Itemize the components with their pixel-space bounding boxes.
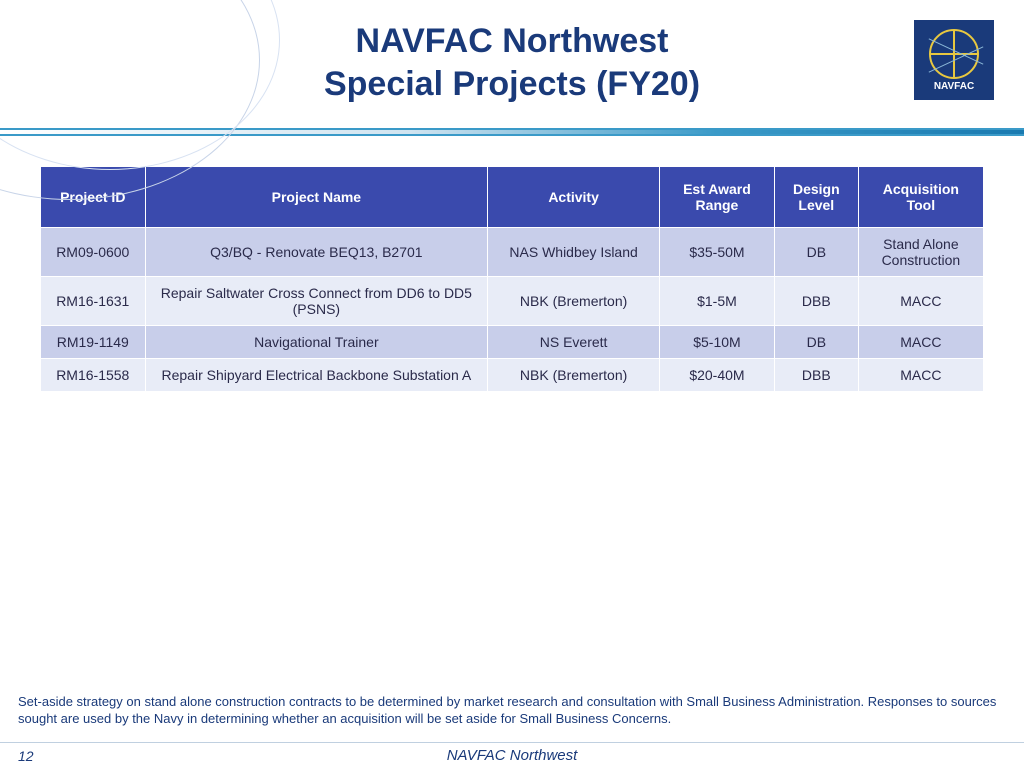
col-design-level: Design Level: [775, 167, 858, 227]
table-row: RM16-1631 Repair Saltwater Cross Connect…: [41, 277, 983, 325]
col-activity: Activity: [488, 167, 659, 227]
cell-project-name: Repair Shipyard Electrical Backbone Subs…: [146, 359, 488, 391]
col-est-award-range: Est Award Range: [660, 167, 774, 227]
page-number: 12: [18, 748, 34, 764]
table-row: RM19-1149 Navigational Trainer NS Everet…: [41, 326, 983, 358]
cell-tool: MACC: [859, 326, 983, 358]
slide-footer: 12 NAVFAC Northwest: [0, 742, 1024, 768]
table-header: Project ID Project Name Activity Est Awa…: [41, 167, 983, 227]
globe-icon: [929, 29, 979, 79]
cell-activity: NS Everett: [488, 326, 659, 358]
title-line-2: Special Projects (FY20): [324, 65, 700, 103]
title-line-1: NAVFAC Northwest: [356, 22, 669, 60]
cell-project-id: RM09-0600: [41, 228, 145, 276]
cell-tool: MACC: [859, 359, 983, 391]
cell-project-name: Navigational Trainer: [146, 326, 488, 358]
cell-tool: Stand Alone Construction: [859, 228, 983, 276]
cell-tool: MACC: [859, 277, 983, 325]
cell-project-id: RM16-1558: [41, 359, 145, 391]
logo-label: NAVFAC: [934, 81, 974, 92]
cell-design: DBB: [775, 359, 858, 391]
cell-design: DBB: [775, 277, 858, 325]
projects-table: Project ID Project Name Activity Est Awa…: [40, 166, 984, 392]
cell-project-id: RM16-1631: [41, 277, 145, 325]
cell-activity: NBK (Bremerton): [488, 359, 659, 391]
navfac-logo: NAVFAC: [914, 20, 994, 100]
cell-project-name: Repair Saltwater Cross Connect from DD6 …: [146, 277, 488, 325]
cell-design: DB: [775, 228, 858, 276]
disclaimer-text: Set-aside strategy on stand alone constr…: [18, 693, 1006, 728]
cell-range: $5-10M: [660, 326, 774, 358]
col-project-name: Project Name: [146, 167, 488, 227]
slide-title: NAVFAC Northwest Special Projects (FY20): [30, 20, 994, 105]
table-row: RM09-0600 Q3/BQ - Renovate BEQ13, B2701 …: [41, 228, 983, 276]
cell-design: DB: [775, 326, 858, 358]
cell-activity: NBK (Bremerton): [488, 277, 659, 325]
header-divider: [0, 128, 1024, 136]
footer-org: NAVFAC Northwest: [447, 747, 578, 764]
cell-range: $1-5M: [660, 277, 774, 325]
cell-project-name: Q3/BQ - Renovate BEQ13, B2701: [146, 228, 488, 276]
cell-range: $35-50M: [660, 228, 774, 276]
cell-range: $20-40M: [660, 359, 774, 391]
col-acquisition-tool: Acquisition Tool: [859, 167, 983, 227]
col-project-id: Project ID: [41, 167, 145, 227]
cell-project-id: RM19-1149: [41, 326, 145, 358]
table-row: RM16-1558 Repair Shipyard Electrical Bac…: [41, 359, 983, 391]
slide-header: NAVFAC Northwest Special Projects (FY20)…: [0, 0, 1024, 120]
main-content: Project ID Project Name Activity Est Awa…: [0, 136, 1024, 422]
cell-activity: NAS Whidbey Island: [488, 228, 659, 276]
